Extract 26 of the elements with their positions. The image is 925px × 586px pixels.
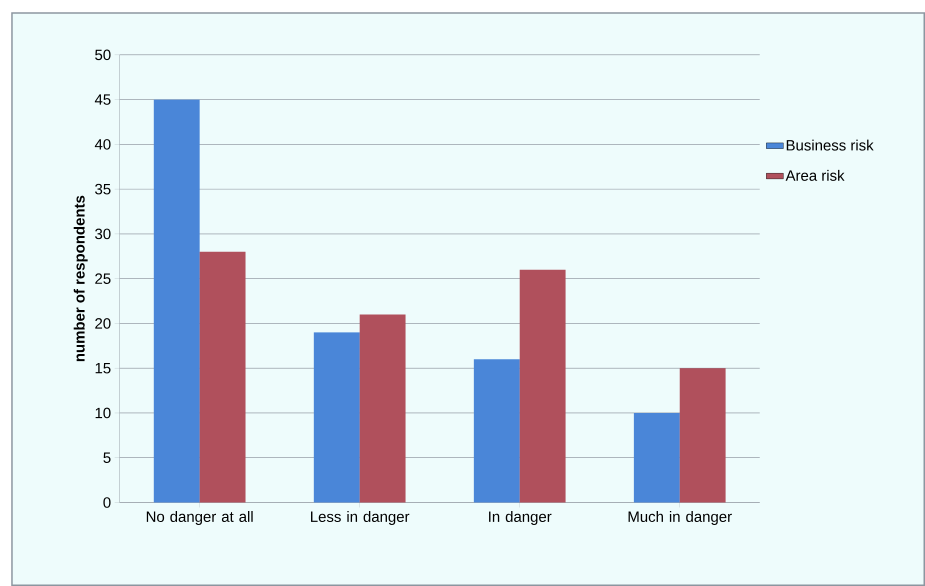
bar: [200, 252, 246, 502]
y-tick-label: 25: [95, 273, 111, 284]
legend-label: Business risk: [786, 140, 874, 151]
y-tick-label: 45: [94, 94, 111, 105]
bar: [520, 270, 566, 502]
y-tick-label: 20: [95, 318, 111, 329]
bar: [680, 368, 726, 502]
y-tick-label: 5: [103, 452, 111, 463]
y-tick-label: 15: [96, 362, 111, 374]
bar: [314, 332, 360, 502]
x-tick-label: Much in danger: [628, 511, 732, 525]
y-axis-title: number of respondents: [74, 196, 88, 362]
bar: [360, 314, 406, 502]
y-tick-label: 0: [103, 497, 111, 508]
y-tick-label: 50: [95, 50, 111, 60]
legend-label: Area risk: [786, 170, 845, 181]
y-tick-label: 10: [96, 408, 111, 418]
y-tick-label: 40: [94, 139, 111, 150]
x-tick-label: In danger: [489, 511, 552, 525]
y-tick-label: 30: [95, 228, 111, 240]
y-tick-label: 35: [95, 184, 111, 194]
bar: [634, 412, 680, 502]
x-tick-label: No danger at all: [146, 511, 253, 525]
bar: [154, 100, 200, 502]
bar: [474, 359, 520, 502]
x-tick-label: Less in danger: [311, 511, 410, 525]
